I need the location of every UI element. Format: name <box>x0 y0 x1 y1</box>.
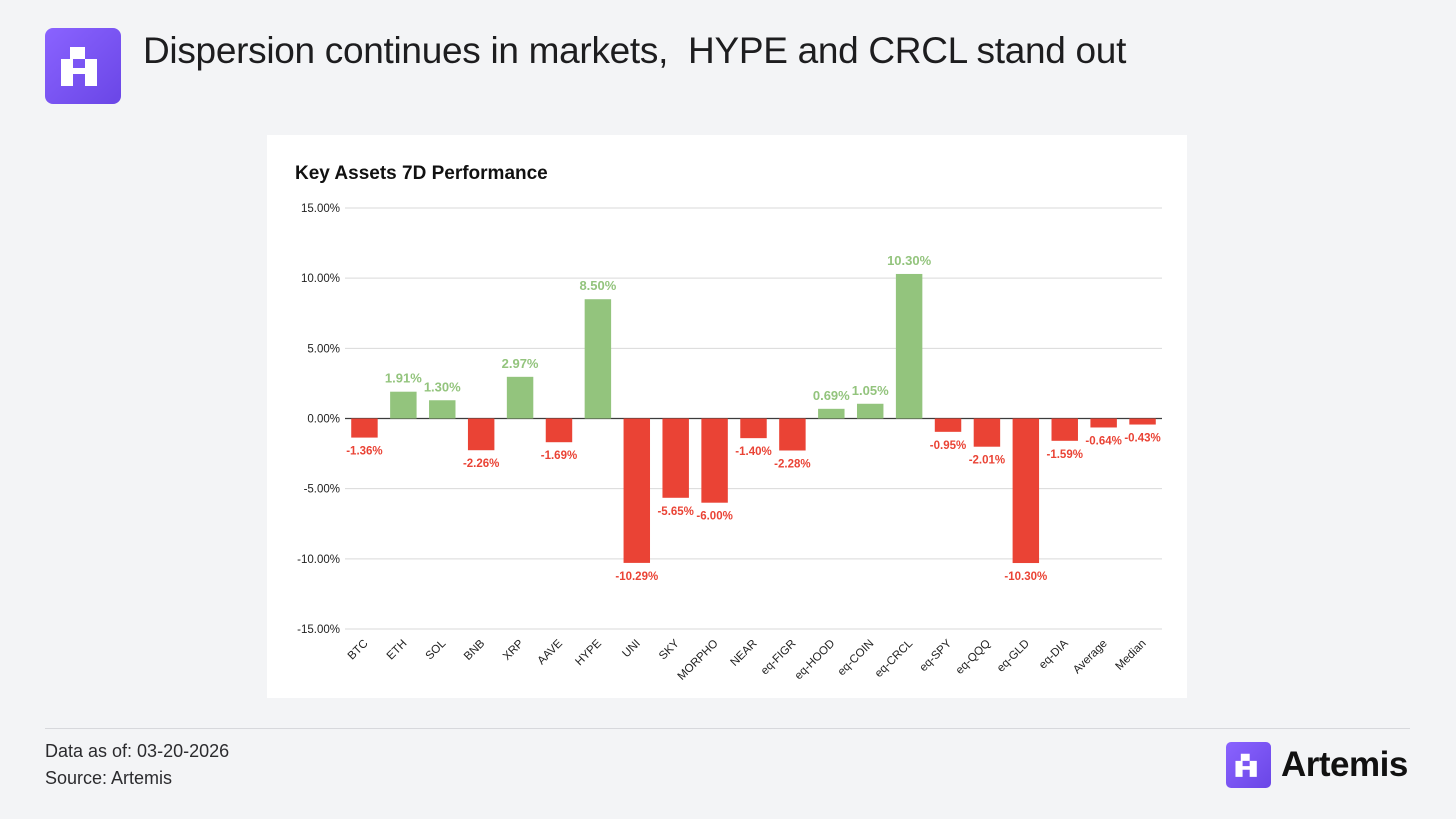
data-date-label: Data as of: 03-20-2026 <box>45 741 230 761</box>
data-label: -2.28% <box>774 458 810 470</box>
x-tick-label: ETH <box>385 638 410 663</box>
artemis-logo-icon <box>45 28 121 104</box>
artemis-logo-icon <box>1226 742 1271 788</box>
bar <box>429 400 456 419</box>
y-tick-label: -15.00% <box>297 624 340 636</box>
data-label: 10.30% <box>887 253 932 268</box>
bar <box>506 376 534 419</box>
x-tick-label: eq-DIA <box>1037 637 1071 671</box>
data-label: 1.05% <box>852 383 889 398</box>
y-tick-label: -5.00% <box>304 484 340 496</box>
bar <box>779 418 806 451</box>
x-tick-label: BNB <box>462 637 487 662</box>
data-label: 2.97% <box>502 356 539 371</box>
data-label: -1.40% <box>735 446 771 458</box>
bar <box>895 273 923 419</box>
bar <box>1051 418 1078 441</box>
data-label: 1.30% <box>424 379 461 394</box>
page-title: Dispersion continues in markets, HYPE an… <box>143 30 1127 71</box>
y-tick-label: 0.00% <box>307 414 340 426</box>
bar <box>973 418 1001 447</box>
x-tick-label: Median <box>1114 638 1149 673</box>
x-tick-label: eq-SPY <box>918 637 955 674</box>
bar <box>856 403 884 419</box>
x-tick-label: BTC <box>346 638 371 663</box>
chart-card: Key Assets 7D Performance -1.36% 1.91% 1.3… <box>267 135 1187 698</box>
bar <box>390 391 417 419</box>
bar <box>623 418 651 563</box>
data-label: -10.30% <box>1004 571 1047 583</box>
bar <box>584 299 612 419</box>
bar <box>351 418 378 438</box>
x-tick-label: AAVE <box>536 637 566 667</box>
data-label: -1.59% <box>1047 449 1083 461</box>
x-tick-label: HYPE <box>573 637 604 668</box>
data-label: 1.91% <box>385 371 422 386</box>
data-label: 8.50% <box>579 278 616 293</box>
x-tick-label: eq-GLD <box>995 638 1032 675</box>
y-tick-label: 5.00% <box>307 343 340 355</box>
x-tick-label: eq-QQQ <box>954 638 993 677</box>
source-label: Source: Artemis <box>45 768 173 788</box>
x-tick-label: Average <box>1071 638 1110 677</box>
bar <box>467 418 495 451</box>
x-tick-label: eq-CRCL <box>873 637 916 680</box>
data-label: 0.69% <box>813 388 850 403</box>
bar <box>1012 418 1040 564</box>
chart-title: Key Assets 7D Performance <box>295 163 548 184</box>
x-tick-label: UNI <box>620 638 642 660</box>
bar <box>740 418 767 439</box>
bar <box>818 408 845 419</box>
x-tick-label: eq-HOOD <box>793 638 838 683</box>
bar <box>1090 418 1117 428</box>
x-tick-label: MORPHO <box>676 638 721 683</box>
bar <box>545 418 573 443</box>
bar <box>1129 418 1156 425</box>
data-label: -10.29% <box>615 571 658 583</box>
x-tick-label: eq-FIGR <box>759 638 799 678</box>
footer-divider <box>45 728 1410 729</box>
y-tick-label: -10.00% <box>297 554 340 566</box>
bar <box>662 418 689 498</box>
x-tick-label: SKY <box>657 637 682 662</box>
bar-chart: Key Assets 7D Performance -1.36% 1.91%1.3… <box>295 163 1162 683</box>
data-label: -5.65% <box>657 506 693 518</box>
x-tick-label: SOL <box>424 637 449 662</box>
x-tick-label: XRP <box>501 637 526 662</box>
brand-name: Artemis <box>1281 745 1408 784</box>
data-label: -0.95% <box>930 440 966 452</box>
bar <box>934 418 962 432</box>
data-label: -2.26% <box>463 458 499 470</box>
y-tick-label: 15.00% <box>301 203 340 215</box>
x-tick-label: eq-COIN <box>836 638 877 679</box>
data-label: -1.36% <box>346 446 382 458</box>
data-label: -1.69% <box>541 450 577 462</box>
x-tick-label: NEAR <box>729 638 760 669</box>
data-label: -2.01% <box>969 455 1005 467</box>
bar <box>701 418 728 503</box>
data-label: -6.00% <box>696 511 732 523</box>
data-label: -0.64% <box>1085 435 1121 447</box>
y-tick-label: 10.00% <box>301 273 340 285</box>
data-label: -0.43% <box>1124 433 1160 445</box>
